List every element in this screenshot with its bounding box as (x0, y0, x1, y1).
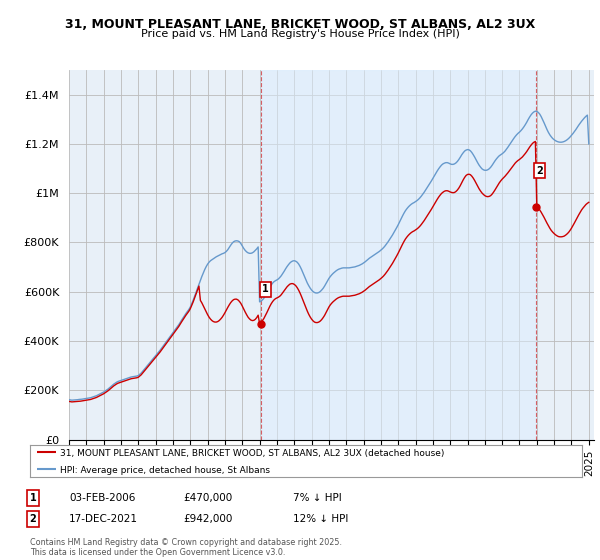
Text: Price paid vs. HM Land Registry's House Price Index (HPI): Price paid vs. HM Land Registry's House … (140, 29, 460, 39)
Text: 2: 2 (29, 514, 37, 524)
Text: HPI: Average price, detached house, St Albans: HPI: Average price, detached house, St A… (61, 466, 271, 475)
Text: £470,000: £470,000 (183, 493, 232, 503)
Text: 1: 1 (29, 493, 37, 503)
Text: Contains HM Land Registry data © Crown copyright and database right 2025.
This d: Contains HM Land Registry data © Crown c… (30, 538, 342, 557)
Text: 2: 2 (536, 166, 543, 175)
Text: 03-FEB-2006: 03-FEB-2006 (69, 493, 136, 503)
Text: 12% ↓ HPI: 12% ↓ HPI (293, 514, 348, 524)
Text: 31, MOUNT PLEASANT LANE, BRICKET WOOD, ST ALBANS, AL2 3UX: 31, MOUNT PLEASANT LANE, BRICKET WOOD, S… (65, 18, 535, 31)
Text: 31, MOUNT PLEASANT LANE, BRICKET WOOD, ST ALBANS, AL2 3UX (detached house): 31, MOUNT PLEASANT LANE, BRICKET WOOD, S… (61, 449, 445, 458)
Text: 17-DEC-2021: 17-DEC-2021 (69, 514, 138, 524)
Text: 7% ↓ HPI: 7% ↓ HPI (293, 493, 341, 503)
Bar (261, 70, 536, 440)
Text: 1: 1 (262, 284, 269, 295)
Text: £942,000: £942,000 (183, 514, 232, 524)
